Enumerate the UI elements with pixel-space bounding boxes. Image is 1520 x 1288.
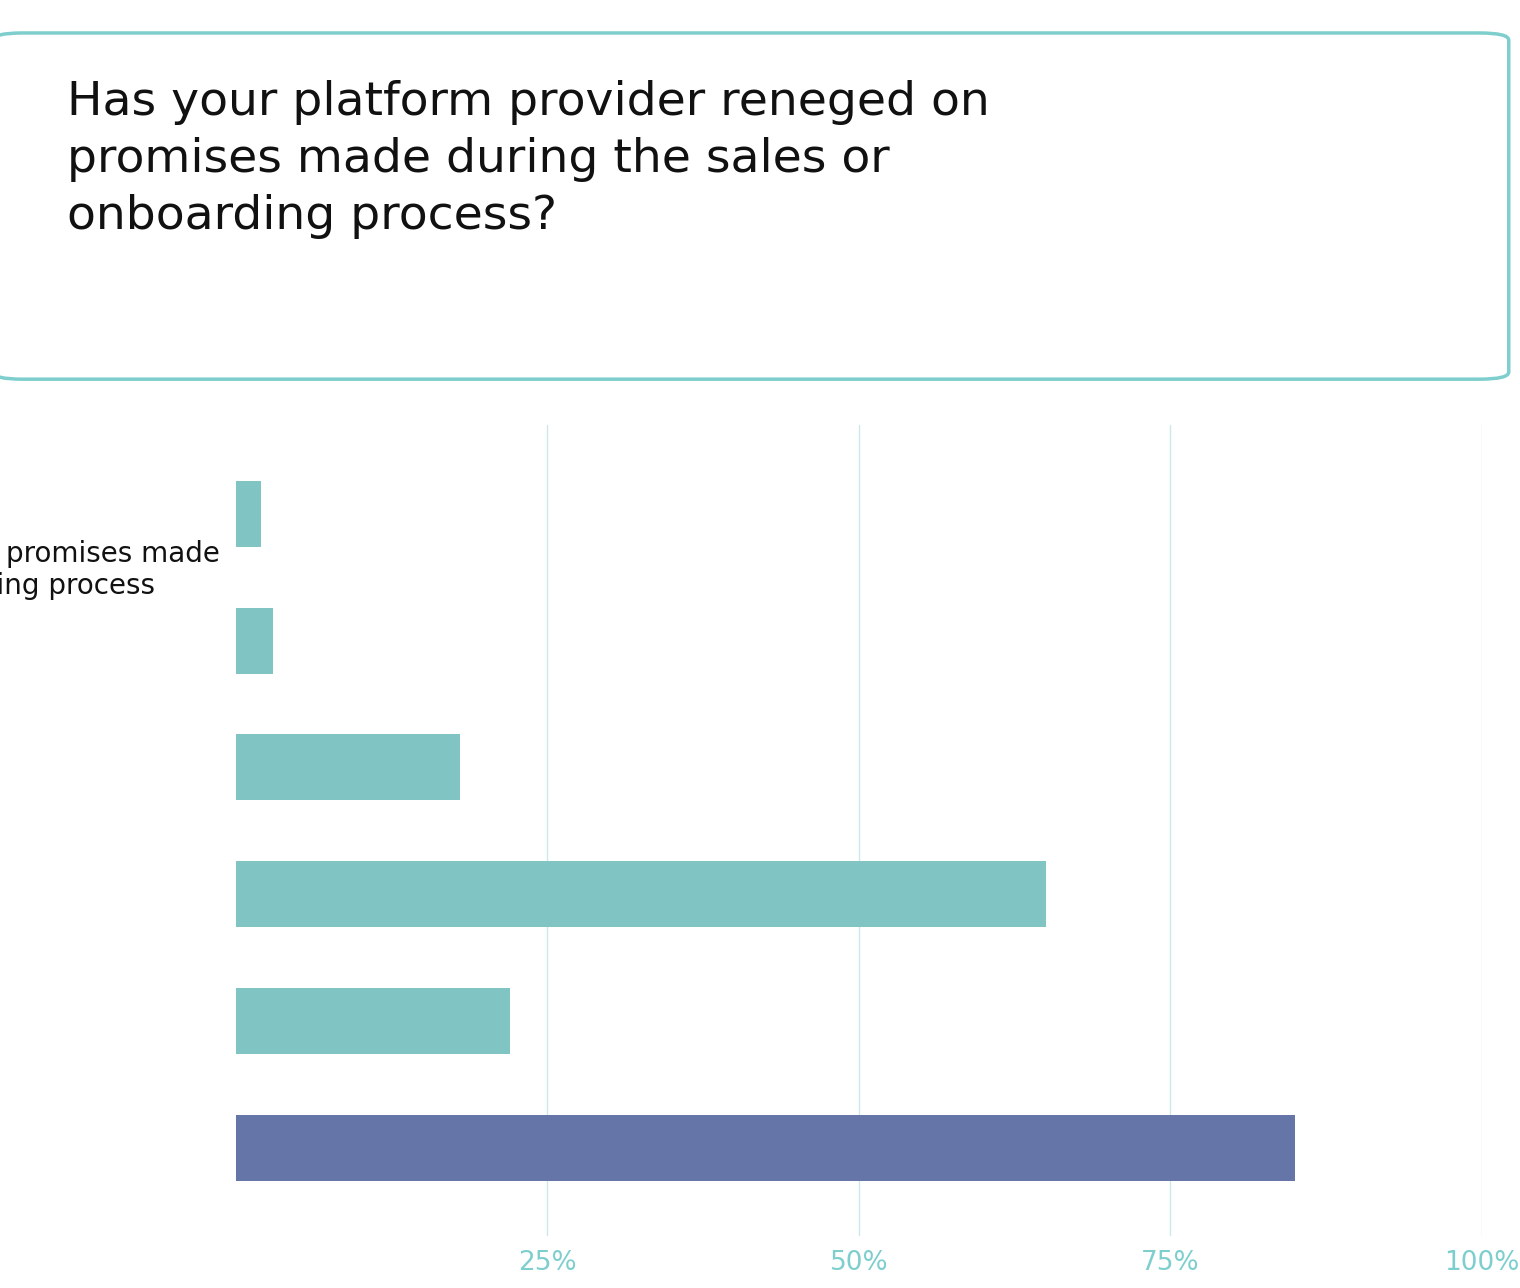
Text: N/A – I am not aware of any promises made
during the sales or onboarding process: N/A – I am not aware of any promises mad… [0, 540, 220, 600]
Bar [236, 608, 274, 674]
Bar [236, 862, 1046, 927]
Bar [236, 988, 509, 1054]
Bar [236, 1115, 1295, 1181]
Text: Has your platform provider reneged on
promises made during the sales or
onboardi: Has your platform provider reneged on pr… [67, 80, 990, 240]
Bar [236, 734, 461, 800]
Bar [236, 480, 260, 546]
FancyBboxPatch shape [0, 33, 1509, 379]
